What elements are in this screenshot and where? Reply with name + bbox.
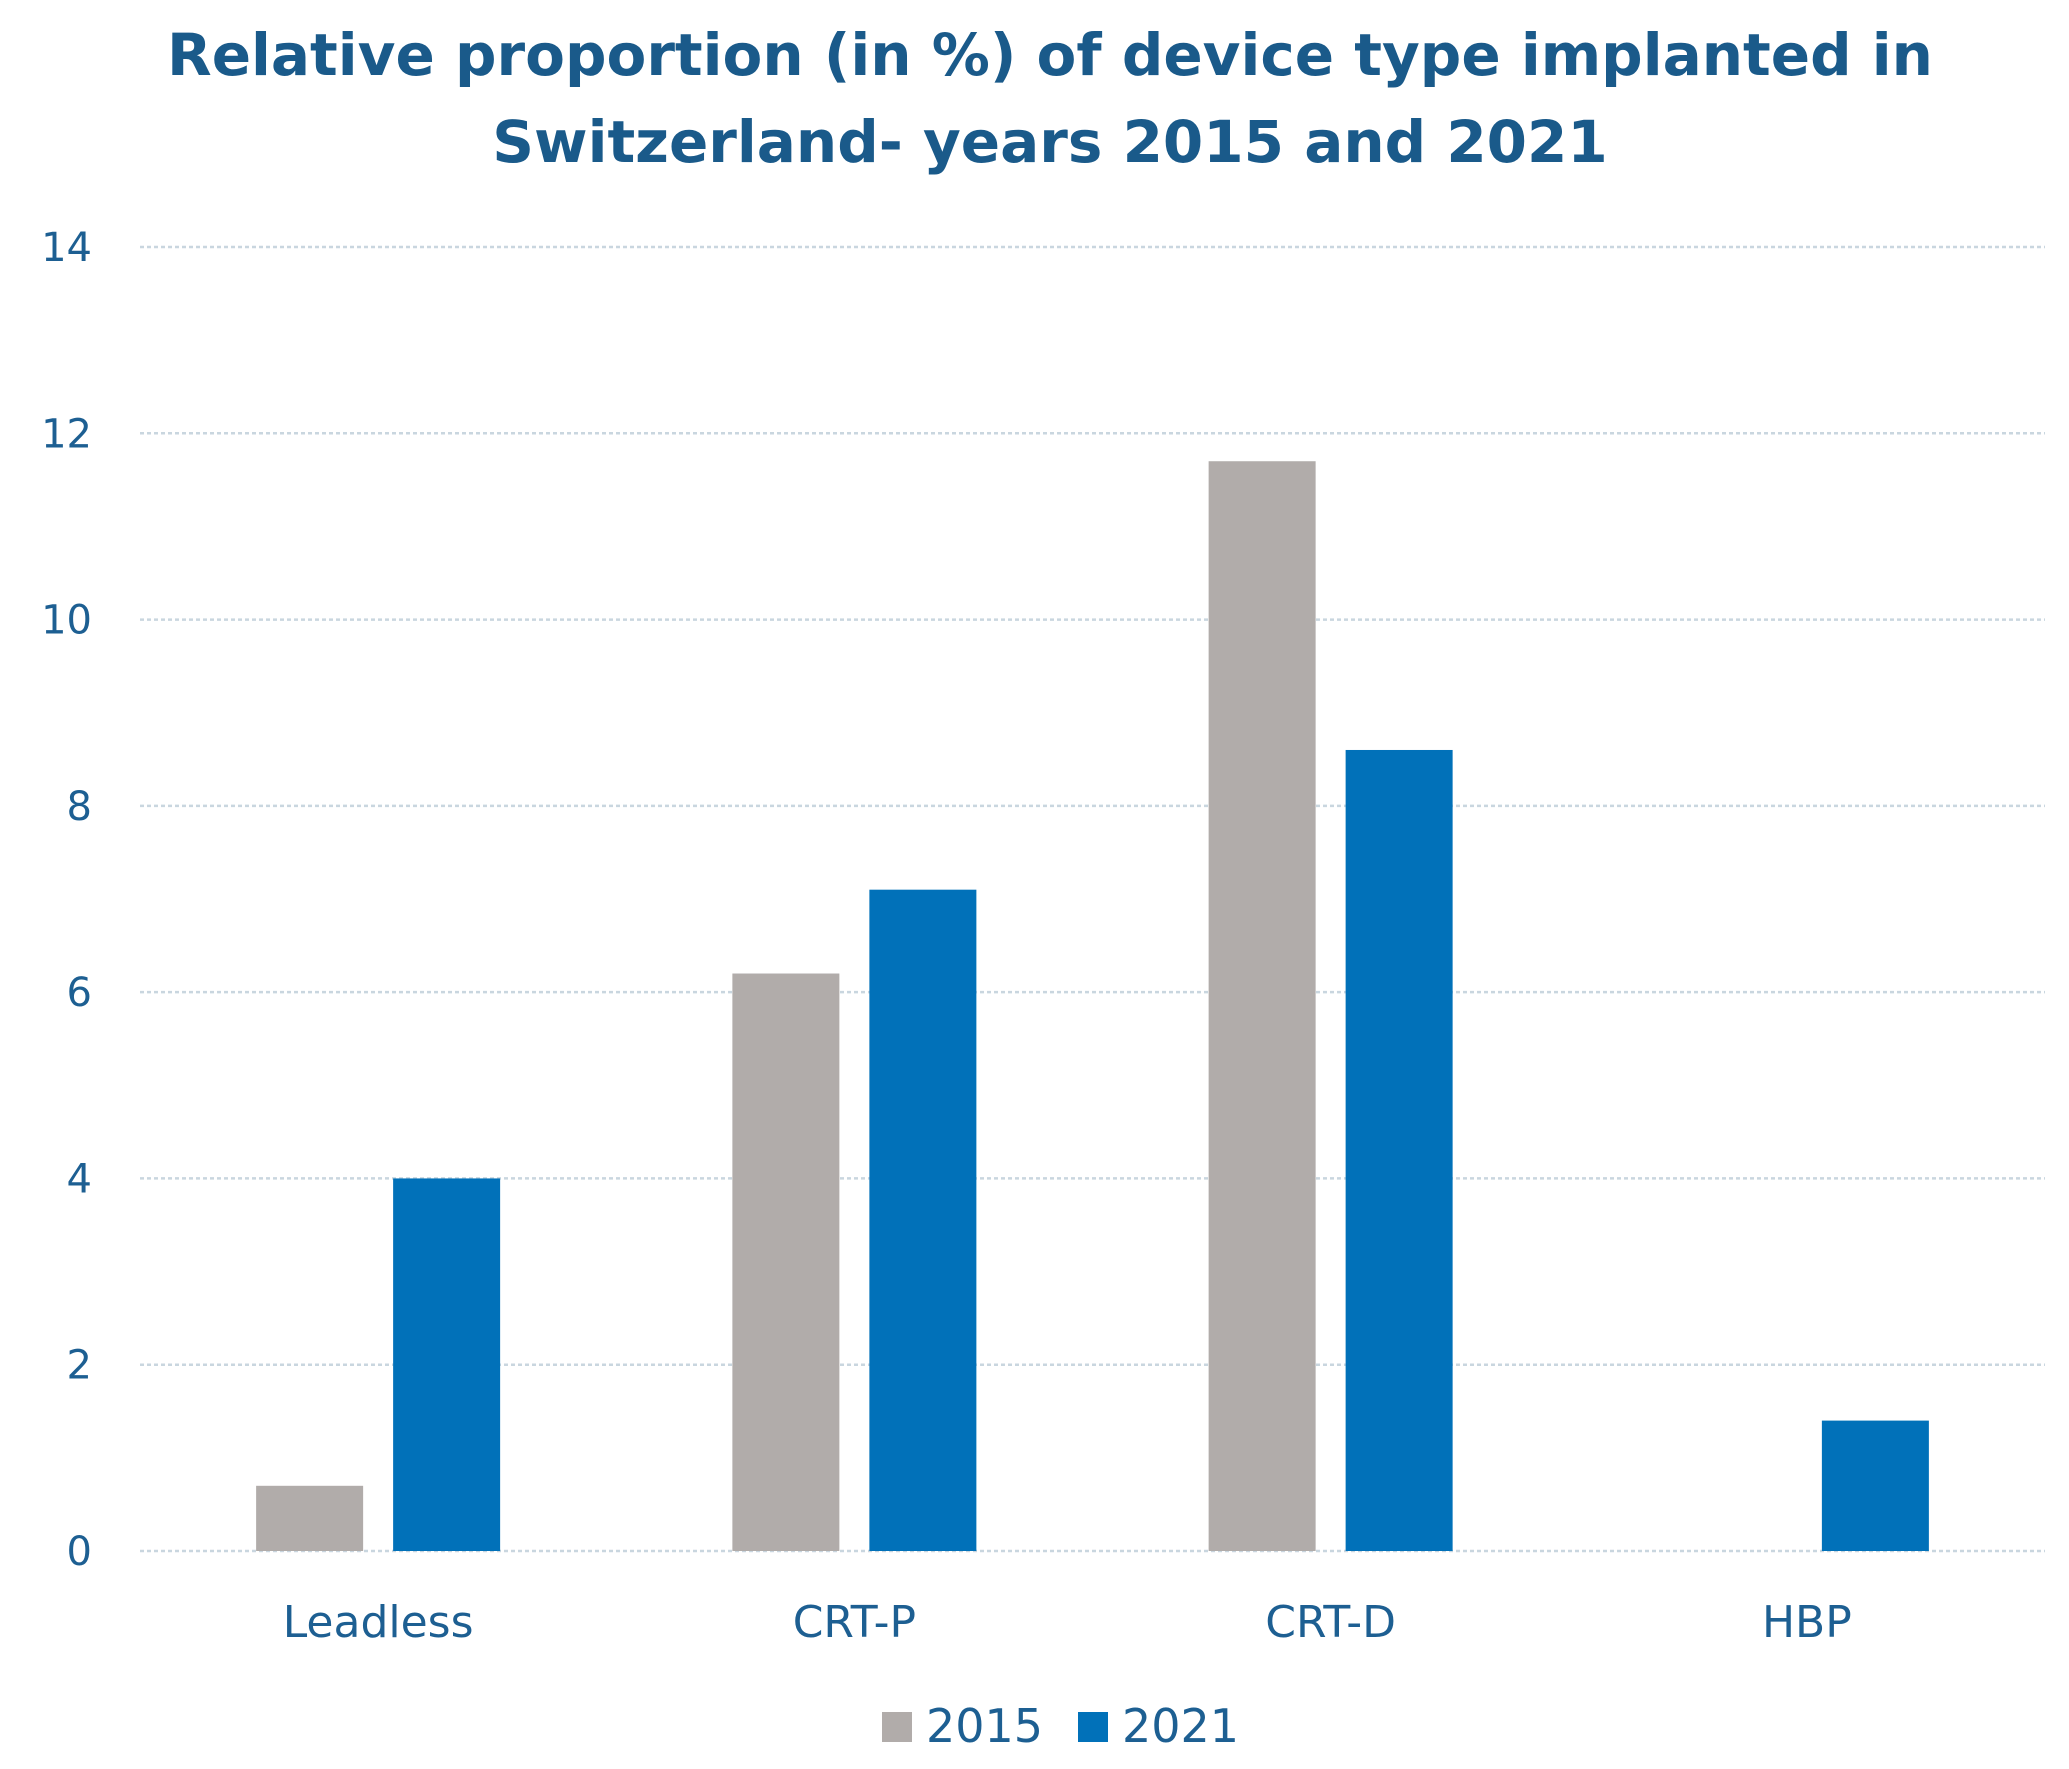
x-category-label-leadless: Leadless <box>283 1597 474 1648</box>
y-tick-label-8: 8 <box>67 784 92 830</box>
legend-label-2015: 2015 <box>926 1699 1043 1753</box>
y-tick-label-6: 6 <box>67 970 92 1016</box>
bar-leadless-2015 <box>256 1485 364 1551</box>
chart-title-line-2: Switzerland- years 2015 and 2021 <box>492 108 1608 176</box>
y-axis-ticks: 0 2 4 6 8 10 12 14 <box>41 225 92 1575</box>
x-category-label-hbp: HBP <box>1762 1597 1852 1648</box>
bar-crt-d-2015 <box>1208 461 1316 1552</box>
y-tick-label-10: 10 <box>41 598 92 644</box>
bar-crt-d-2021 <box>1345 749 1453 1551</box>
legend-label-2021: 2021 <box>1122 1699 1239 1753</box>
y-tick-label-0: 0 <box>67 1529 92 1575</box>
bar-leadless-2021 <box>393 1178 501 1551</box>
bar-crt-p-2021 <box>869 889 977 1551</box>
x-category-label-crt-p: CRT-P <box>793 1597 916 1648</box>
bars <box>256 461 1929 1552</box>
bar-crt-p-2015 <box>732 973 840 1551</box>
legend: 2015 2021 <box>882 1699 1239 1753</box>
y-tick-label-14: 14 <box>41 225 92 271</box>
y-tick-label-4: 4 <box>67 1156 92 1202</box>
y-tick-label-12: 12 <box>41 411 92 457</box>
chart-title-line-1: Relative proportion (in %) of device typ… <box>167 21 1933 89</box>
x-axis-labels: Leadless CRT-P CRT-D HBP <box>283 1597 1852 1648</box>
legend-swatch-2021 <box>1078 1712 1108 1742</box>
bar-hbp-2021 <box>1821 1420 1929 1551</box>
legend-swatch-2015 <box>882 1712 912 1742</box>
y-tick-label-2: 2 <box>67 1343 92 1389</box>
x-category-label-crt-d: CRT-D <box>1265 1597 1396 1648</box>
